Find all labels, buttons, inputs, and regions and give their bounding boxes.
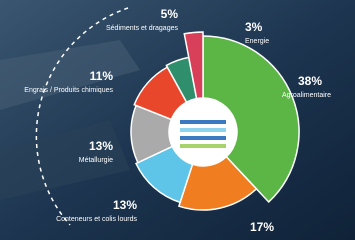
value-label: 13% (113, 198, 137, 212)
category-label: Engrais / Produits chimiques (24, 87, 113, 94)
category-label: Métallurgie (79, 157, 113, 164)
value-label: 5% (161, 7, 179, 21)
value-label: 38% (298, 74, 322, 88)
value-label: 11% (90, 69, 114, 83)
category-label: Agroalimentaire (282, 92, 331, 99)
value-label: 13% (89, 139, 113, 153)
category-label: Energie (245, 38, 269, 45)
infographic: 38% Agroalimentaire 17% 13% Conteneurs et co… (0, 0, 355, 240)
value-label: 3% (245, 20, 263, 34)
category-label: Sédiments et dragages (106, 25, 178, 32)
value-label: 17% (250, 220, 274, 234)
category-label: Conteneurs et colis lourds (56, 216, 137, 223)
